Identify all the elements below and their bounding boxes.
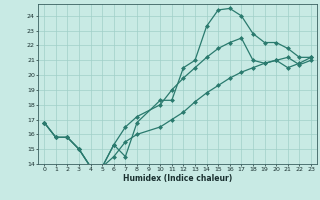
X-axis label: Humidex (Indice chaleur): Humidex (Indice chaleur) bbox=[123, 174, 232, 183]
